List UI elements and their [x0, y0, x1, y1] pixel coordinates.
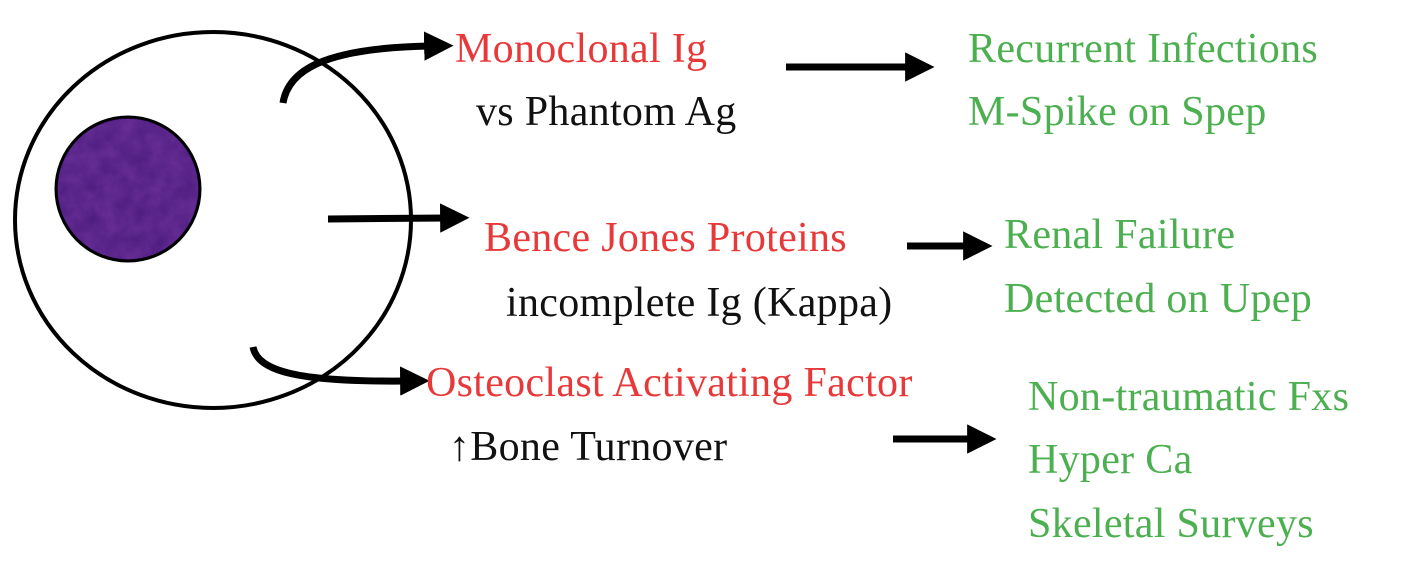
- effect-renal-failure: Renal Failure: [1004, 212, 1236, 258]
- arrow-cell-to-bence-jones: [327, 203, 470, 233]
- detail-bone-turnover: ↑Bone Turnover: [449, 424, 728, 470]
- cause-monoclonal-ig: Monoclonal Ig: [455, 26, 708, 72]
- effect-non-traumatic-fxs: Non-traumatic Fxs: [1028, 374, 1350, 420]
- effect-skeletal-surveys: Skeletal Surveys: [1028, 501, 1314, 547]
- cause-osteoclast-activating-factor: Osteoclast Activating Factor: [426, 360, 913, 406]
- effect-recurrent-infections: Recurrent Infections: [968, 26, 1319, 72]
- nucleus-texture: [58, 119, 198, 259]
- effect-m-spike-spep: M-Spike on Spep: [968, 89, 1267, 135]
- detail-incomplete-ig: incomplete Ig (Kappa): [506, 280, 893, 326]
- arrow-cell-to-osteoclast-factor: [249, 345, 430, 396]
- arrow-cell-to-monoclonal-ig: [279, 31, 454, 104]
- effect-hyper-ca: Hyper Ca: [1028, 437, 1193, 483]
- cause-bence-jones-proteins: Bence Jones Proteins: [484, 215, 847, 261]
- detail-phantom-ag: vs Phantom Ag: [476, 89, 737, 135]
- effect-detected-upep: Detected on Upep: [1004, 276, 1313, 322]
